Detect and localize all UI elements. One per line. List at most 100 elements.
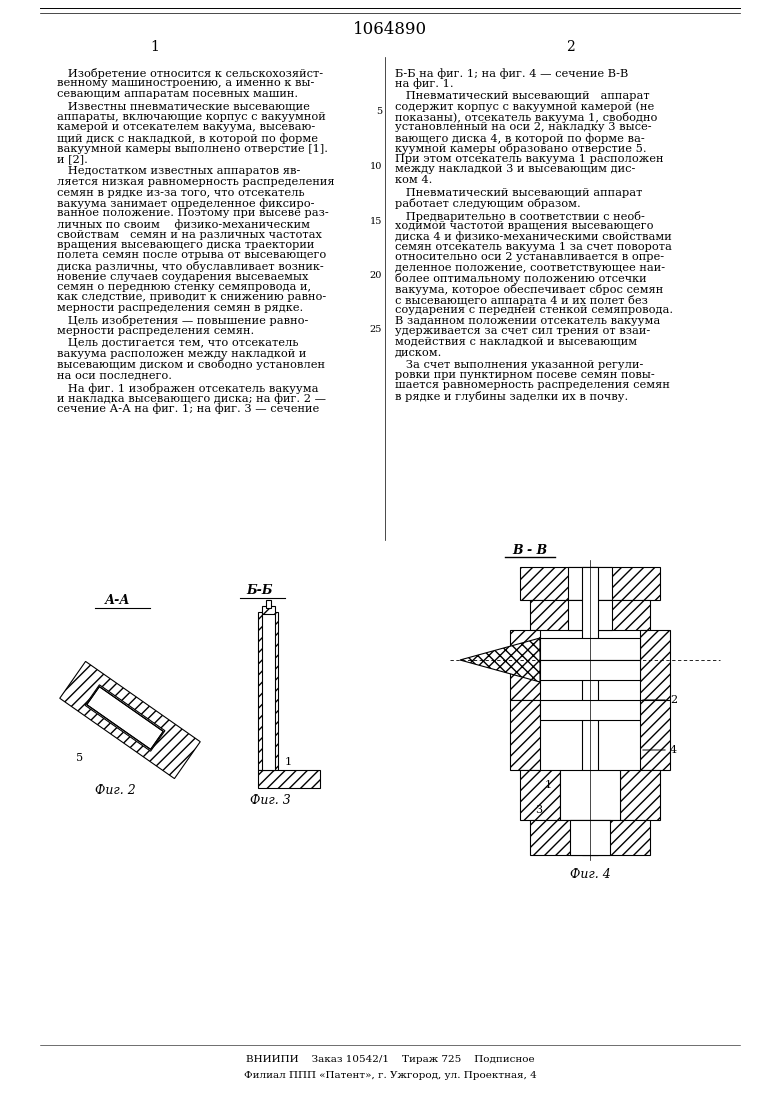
Text: 1: 1 xyxy=(285,757,292,767)
Text: вающего диска 4, в которой по форме ва-: вающего диска 4, в которой по форме ва- xyxy=(395,133,645,143)
Text: 4: 4 xyxy=(670,745,677,754)
Bar xyxy=(540,660,640,681)
Text: Б-Б на фиг. 1; на фиг. 4 — сечение В-В: Б-Б на фиг. 1; на фиг. 4 — сечение В-В xyxy=(395,68,629,78)
Text: установленный на оси 2, накладку 3 высе-: установленный на оси 2, накладку 3 высе- xyxy=(395,122,651,132)
Text: деленное положение, соответствующее наи-: деленное положение, соответствующее наи- xyxy=(395,263,665,274)
Text: вращения высевающего диска траектории: вращения высевающего диска траектории xyxy=(57,240,314,250)
Text: ком 4.: ком 4. xyxy=(395,175,432,185)
Text: 2: 2 xyxy=(566,40,574,54)
Bar xyxy=(540,700,640,720)
Text: Б-Б: Б-Б xyxy=(246,583,273,597)
Bar xyxy=(640,630,670,700)
Text: и [2].: и [2]. xyxy=(57,154,88,164)
Text: семян отсекатель вакуума 1 за счет поворота: семян отсекатель вакуума 1 за счет повор… xyxy=(395,242,672,251)
Text: 5: 5 xyxy=(76,753,83,763)
Text: модействия с накладкой и высевающим: модействия с накладкой и высевающим xyxy=(395,336,637,346)
Text: в рядке и глубины заделки их в почву.: в рядке и глубины заделки их в почву. xyxy=(395,390,628,401)
Text: ходимой частотой вращения высевающего: ходимой частотой вращения высевающего xyxy=(395,221,654,231)
Text: В заданном положении отсекатель вакуума: В заданном положении отсекатель вакуума xyxy=(395,315,660,325)
Text: камерой и отсекателем вакуума, высеваю-: камерой и отсекателем вакуума, высеваю- xyxy=(57,122,315,132)
Text: диска различны, что обуславливает возник-: диска различны, что обуславливает возник… xyxy=(57,261,324,272)
Text: 2: 2 xyxy=(670,695,677,705)
Text: Предварительно в соответствии с необ-: Предварительно в соответствии с необ- xyxy=(395,211,645,222)
Text: Филиал ППП «Патент», г. Ужгород, ул. Проектная, 4: Филиал ППП «Патент», г. Ужгород, ул. Про… xyxy=(243,1071,537,1080)
Text: ляется низкая равномерность распределения: ляется низкая равномерность распределени… xyxy=(57,176,335,188)
Text: вакуумной камеры выполнено отверстие [1].: вакуумной камеры выполнено отверстие [1]… xyxy=(57,143,328,153)
Text: более оптимальному положению отсечки: более оптимальному положению отсечки xyxy=(395,274,647,285)
Text: 15: 15 xyxy=(370,216,382,225)
Text: как следствие, приводит к снижению равно-: как следствие, приводит к снижению равно… xyxy=(57,292,326,302)
Text: работает следующим образом.: работает следующим образом. xyxy=(395,199,581,208)
Text: мерности распределения семян.: мерности распределения семян. xyxy=(57,326,254,336)
Bar xyxy=(582,567,598,855)
Bar xyxy=(258,612,278,770)
Text: мерности распределения семян в рядке.: мерности распределения семян в рядке. xyxy=(57,303,303,313)
Text: содержит корпус с вакуумной камерой (не: содержит корпус с вакуумной камерой (не xyxy=(395,101,654,113)
Text: В - В: В - В xyxy=(512,544,548,557)
Text: 10: 10 xyxy=(370,162,382,171)
Bar xyxy=(520,770,560,820)
Bar xyxy=(540,638,640,660)
Polygon shape xyxy=(460,638,540,682)
Text: ВНИИПИ    Заказ 10542/1    Тираж 725    Подписное: ВНИИПИ Заказ 10542/1 Тираж 725 Подписное xyxy=(246,1056,534,1064)
Text: семян о переднюю стенку семяпровода и,: семян о переднюю стенку семяпровода и, xyxy=(57,282,311,292)
Polygon shape xyxy=(85,685,165,751)
Text: При этом отсекатель вакуума 1 расположен: При этом отсекатель вакуума 1 расположен xyxy=(395,154,664,164)
Bar xyxy=(530,820,650,855)
Text: шается равномерность распределения семян: шается равномерность распределения семян xyxy=(395,381,670,390)
Bar xyxy=(568,600,612,630)
Text: вакуума расположен между накладкой и: вакуума расположен между накладкой и xyxy=(57,349,307,358)
Text: между накладкой 3 и высевающим дис-: между накладкой 3 и высевающим дис- xyxy=(395,164,636,174)
Text: Изобретение относится к сельскохозяйст-: Изобретение относится к сельскохозяйст- xyxy=(57,68,323,79)
Text: вакуума, которое обеспечивает сброс семян: вакуума, которое обеспечивает сброс семя… xyxy=(395,283,663,295)
Text: на фиг. 1.: на фиг. 1. xyxy=(395,78,454,89)
Text: Фиг. 3: Фиг. 3 xyxy=(250,793,290,806)
Bar xyxy=(510,700,540,770)
Text: Известны пневматические высевающие: Известны пневматические высевающие xyxy=(57,101,310,111)
Text: удерживается за счет сил трения от взаи-: удерживается за счет сил трения от взаи- xyxy=(395,326,651,336)
Text: на оси последнего.: на оси последнего. xyxy=(57,370,172,381)
Text: с высевающего аппарата 4 и их полет без: с высевающего аппарата 4 и их полет без xyxy=(395,295,648,306)
Bar xyxy=(568,567,612,600)
Text: соударения с передней стенкой семяпровода.: соударения с передней стенкой семяпровод… xyxy=(395,306,673,315)
Text: высевающим диском и свободно установлен: высевающим диском и свободно установлен xyxy=(57,360,325,371)
Text: 20: 20 xyxy=(370,271,382,280)
Bar xyxy=(510,630,540,700)
Text: щий диск с накладкой, в которой по форме: щий диск с накладкой, в которой по форме xyxy=(57,133,318,143)
Text: Недостатком известных аппаратов яв-: Недостатком известных аппаратов яв- xyxy=(57,167,300,176)
Bar xyxy=(520,567,660,600)
Text: Фиг. 2: Фиг. 2 xyxy=(94,783,136,796)
Text: венному машиностроению, а именно к вы-: венному машиностроению, а именно к вы- xyxy=(57,78,314,88)
Text: новение случаев соударения высеваемых: новение случаев соударения высеваемых xyxy=(57,271,308,281)
Text: аппараты, включающие корпус с вакуумной: аппараты, включающие корпус с вакуумной xyxy=(57,113,326,122)
Text: относительно оси 2 устанавливается в опре-: относительно оси 2 устанавливается в опр… xyxy=(395,253,664,263)
Text: ровки при пунктирном посеве семян повы-: ровки при пунктирном посеве семян повы- xyxy=(395,370,654,381)
Text: 25: 25 xyxy=(370,325,382,334)
Text: вакуума занимает определенное фиксиро-: вакуума занимает определенное фиксиро- xyxy=(57,199,314,208)
Text: Пневматический высевающий   аппарат: Пневматический высевающий аппарат xyxy=(395,92,650,101)
Bar xyxy=(640,700,670,770)
Bar xyxy=(262,606,275,614)
Text: 1064890: 1064890 xyxy=(353,21,427,39)
Text: Пневматический высевающий аппарат: Пневматический высевающий аппарат xyxy=(395,188,643,197)
Text: и накладка высевающего диска; на фиг. 2 —: и накладка высевающего диска; на фиг. 2 … xyxy=(57,393,326,404)
Text: На фиг. 1 изображен отсекатель вакуума: На фиг. 1 изображен отсекатель вакуума xyxy=(57,383,318,394)
Bar xyxy=(266,600,271,608)
Bar xyxy=(258,770,320,788)
Text: ванное положение. Поэтому при высеве раз-: ванное положение. Поэтому при высеве раз… xyxy=(57,208,328,218)
Text: сечение А-А на фиг. 1; на фиг. 3 — сечение: сечение А-А на фиг. 1; на фиг. 3 — сечен… xyxy=(57,404,319,415)
Text: диска 4 и физико-механическими свойствами: диска 4 и физико-механическими свойствам… xyxy=(395,232,672,243)
Text: свойствам   семян и на различных частотах: свойствам семян и на различных частотах xyxy=(57,229,322,239)
Text: показаны), отсекатель вакуума 1, свободно: показаны), отсекатель вакуума 1, свободн… xyxy=(395,113,658,124)
Bar xyxy=(620,770,660,820)
Text: Цель изобретения — повышение равно-: Цель изобретения — повышение равно- xyxy=(57,315,308,326)
Text: 1: 1 xyxy=(545,780,552,790)
Bar xyxy=(262,612,275,770)
Text: личных по своим    физико-механическим: личных по своим физико-механическим xyxy=(57,219,310,229)
Polygon shape xyxy=(87,687,163,749)
Text: диском.: диском. xyxy=(395,347,442,357)
Text: 1: 1 xyxy=(151,40,159,54)
Text: 3: 3 xyxy=(535,805,542,815)
Text: Цель достигается тем, что отсекатель: Цель достигается тем, что отсекатель xyxy=(57,339,299,349)
Text: семян в рядке из-за того, что отсекатель: семян в рядке из-за того, что отсекатель xyxy=(57,188,305,197)
